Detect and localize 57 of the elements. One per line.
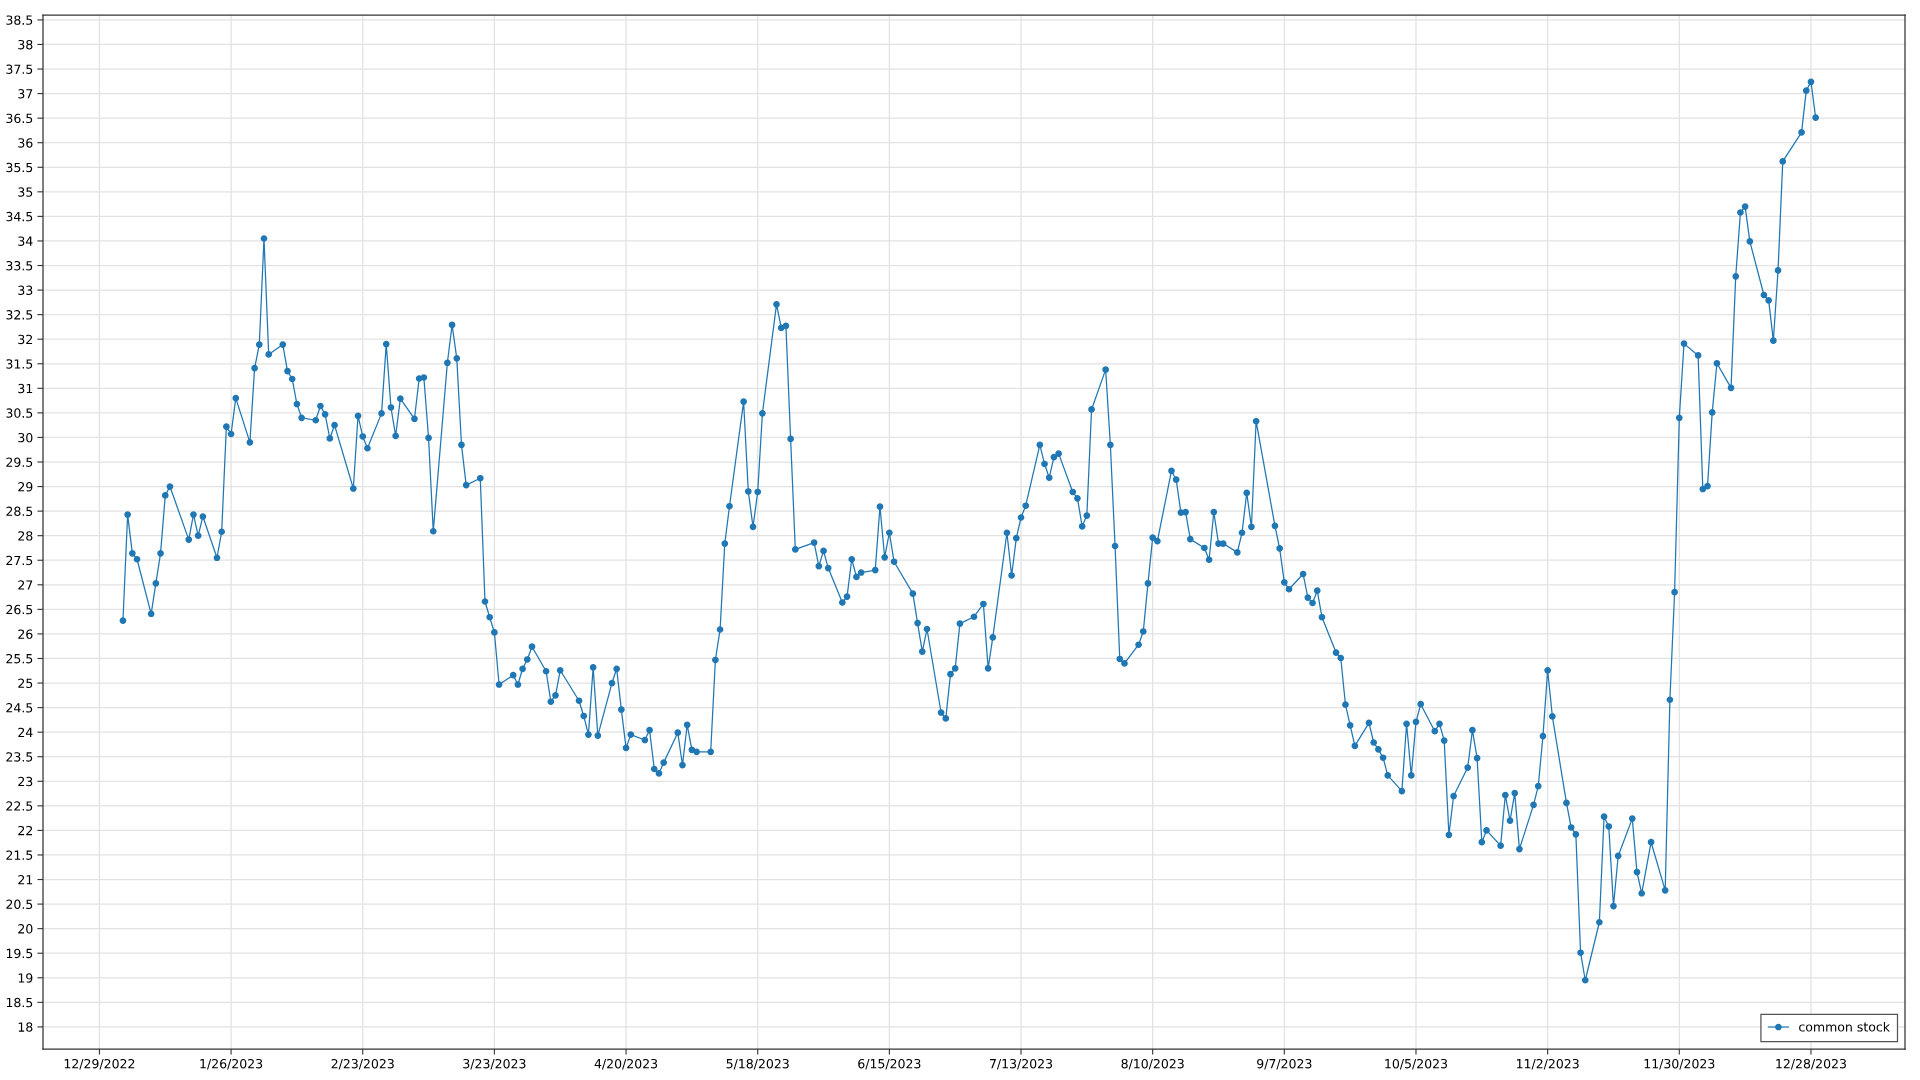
y-tick-label: 37 <box>18 89 33 99</box>
y-tick-label: 34 <box>18 236 33 246</box>
y-tick-label: 33 <box>18 285 33 296</box>
y-tick-label: 25 <box>18 678 33 688</box>
y-tick-label: 29 <box>18 482 33 492</box>
x-tick-label: 8/10/2023 <box>1121 1058 1184 1070</box>
y-tick-label: 24.5 <box>6 703 33 713</box>
y-tick-label: 32 <box>18 334 33 345</box>
y-tick-label: 20.5 <box>6 899 33 910</box>
y-tick-label: 28.5 <box>6 506 33 517</box>
y-tick-label: 30.5 <box>6 408 33 418</box>
y-tick-label: 36.5 <box>6 113 33 124</box>
y-tick-label: 32.5 <box>6 310 33 320</box>
y-tick-label: 23.5 <box>6 752 33 762</box>
y-tick-label: 35 <box>18 187 33 197</box>
y-tick-label: 23 <box>18 776 33 787</box>
y-tick-label: 33.5 <box>6 260 33 271</box>
legend-label: common stock <box>1799 1021 1890 1032</box>
x-tick-label: 12/28/2023 <box>1776 1058 1846 1070</box>
x-tick-label: 11/2/2023 <box>1516 1058 1579 1070</box>
y-tick-label: 38.5 <box>6 15 33 25</box>
y-tick-label: 30 <box>18 432 33 443</box>
x-tick-label: 2/23/2023 <box>331 1058 394 1070</box>
y-tick-label: 19 <box>18 973 33 983</box>
x-tick-label: 4/20/2023 <box>594 1058 658 1070</box>
y-tick-label: 34.5 <box>6 211 33 222</box>
x-tick-label: 9/7/2023 <box>1257 1058 1312 1070</box>
x-tick-label: 1/26/2023 <box>200 1058 263 1070</box>
y-tick-label: 36 <box>18 138 33 148</box>
y-tick-label: 22.5 <box>6 801 33 811</box>
y-tick-label: 38 <box>18 39 33 50</box>
y-tick-label: 31 <box>18 383 33 394</box>
y-tick-label: 31.5 <box>6 359 33 369</box>
y-tick-label: 29.5 <box>6 457 33 467</box>
y-tick-label: 22 <box>18 825 33 836</box>
x-tick-label: 11/30/2023 <box>1644 1058 1715 1070</box>
x-tick-label: 5/18/2023 <box>726 1058 789 1070</box>
x-tick-label: 7/13/2023 <box>990 1058 1053 1070</box>
x-tick-label: 12/29/2022 <box>64 1058 135 1070</box>
y-tick-label: 27 <box>18 580 33 590</box>
y-tick-label: 25.5 <box>6 653 33 664</box>
y-tick-label: 26.5 <box>6 604 33 615</box>
y-tick-label: 19.5 <box>6 948 33 959</box>
y-tick-label: 24 <box>18 727 33 737</box>
x-tick-label: 6/15/2023 <box>858 1058 921 1070</box>
y-tick-label: 18.5 <box>6 997 33 1008</box>
x-tick-label: 3/23/2023 <box>463 1058 526 1070</box>
y-tick-label: 27.5 <box>6 555 33 566</box>
y-tick-label: 37.5 <box>6 64 33 74</box>
y-tick-label: 35.5 <box>6 162 33 173</box>
y-tick-label: 21.5 <box>6 850 33 860</box>
y-tick-label: 20 <box>18 924 33 934</box>
y-tick-label: 28 <box>18 531 33 541</box>
x-tick-label: 10/5/2023 <box>1385 1058 1448 1070</box>
y-tick-label: 26 <box>18 629 33 639</box>
y-tick-label: 18 <box>18 1022 33 1032</box>
y-tick-label: 21 <box>18 875 33 885</box>
